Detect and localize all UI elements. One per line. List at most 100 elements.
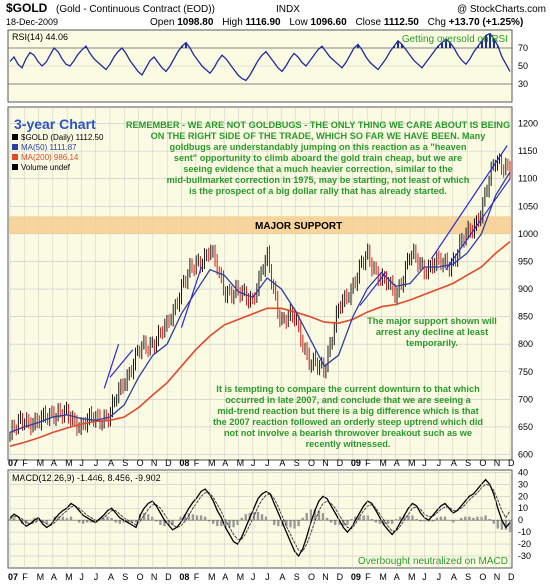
macd-panel: -30 -20 -10 0 10 20 30 40 MACD(12,26,9) -1.446, …	[7, 467, 531, 582]
macd-tick-label: 40	[518, 467, 528, 477]
x-tick-label: S	[294, 572, 300, 582]
macd-tick-label: 0	[518, 515, 523, 525]
x-tick-label: F	[365, 458, 371, 468]
macd-annotation: Overbought neutralized on MACD	[358, 556, 508, 567]
x-tick-label: A	[51, 572, 57, 582]
panel-frame	[7, 106, 513, 461]
price-tick-label: 800	[518, 339, 533, 349]
legend-entry: Volume undef	[21, 163, 71, 172]
x-tick-label: N	[151, 572, 158, 582]
x-tick-label: J	[422, 458, 427, 468]
x-tick-label: S	[465, 458, 471, 468]
legend-entry: MA(50) 1111.87	[21, 143, 77, 152]
x-tick-label: J	[94, 458, 99, 468]
trendline	[180, 266, 202, 328]
macd-tick-label: 10	[518, 503, 528, 513]
x-tick-label: 07	[8, 458, 18, 468]
x-tick-label: N	[322, 458, 329, 468]
x-tick-label: J	[79, 572, 84, 582]
x-tick-label: M	[379, 458, 387, 468]
rsi-panel: 30 50 70 RSI(14) 44.06 Getting oversold on R…	[7, 29, 528, 103]
x-tick-label: 08	[179, 572, 189, 582]
x-tick-label: J	[265, 458, 270, 468]
price-tick-label: 650	[518, 422, 533, 432]
x-tick-label: S	[122, 458, 128, 468]
x-tick-label: J	[422, 572, 427, 582]
macd-line	[9, 478, 511, 558]
date-label: 18-Dec-2009	[6, 17, 58, 27]
x-tick-label: J	[251, 572, 256, 582]
macd-tick-label: 20	[518, 491, 528, 501]
x-tick-label: F	[194, 458, 200, 468]
x-tick-label: M	[37, 572, 45, 582]
x-tick-label: M	[237, 458, 245, 468]
price-panel: 600 650 700 750 800 850 900 950 1000 1050 1100 1150…	[7, 106, 538, 468]
price-tick-label: 1000	[518, 229, 538, 239]
legend-swatch	[12, 134, 18, 140]
x-tick-label: F	[365, 572, 371, 582]
x-tick-label: D	[508, 572, 515, 582]
price-tick-label: 600	[518, 449, 533, 459]
x-tick-label: N	[494, 458, 501, 468]
comparison-annotation: It is tempting to compare the current do…	[213, 384, 483, 449]
macd-tick-label: -10	[518, 527, 531, 537]
ma50-line	[9, 171, 511, 434]
x-tick-label: M	[37, 458, 45, 468]
x-tick-label: F	[194, 572, 200, 582]
x-tick-label: O	[479, 572, 486, 582]
x-tick-label: D	[165, 572, 172, 582]
x-tick-label: O	[137, 458, 144, 468]
x-tick-label: J	[94, 572, 99, 582]
price-tick-label: 850	[518, 312, 533, 322]
x-tick-label: J	[437, 458, 442, 468]
x-tick-label: A	[222, 458, 228, 468]
x-tick-label: A	[222, 572, 228, 582]
x-tick-label: M	[208, 572, 216, 582]
legend-swatch	[12, 154, 18, 160]
legend-entry: MA(200) 986.14	[21, 153, 79, 162]
x-tick-label: A	[394, 458, 400, 468]
price-tick-label: 950	[518, 256, 533, 266]
support-annotation: The major support shown will arrest any d…	[367, 316, 497, 348]
x-tick-label: O	[137, 572, 144, 582]
price-tick-label: 700	[518, 394, 533, 404]
x-tick-label: M	[208, 458, 216, 468]
x-tick-label: M	[379, 572, 387, 582]
support-band-label: MAJOR SUPPORT	[255, 221, 342, 232]
x-tick-label: M	[408, 572, 416, 582]
x-tick-label: N	[322, 572, 329, 582]
x-tick-label: 07	[8, 572, 18, 582]
ma200-line	[9, 240, 511, 447]
x-tick-label: A	[108, 458, 114, 468]
rsi-tick-label: 70	[518, 43, 528, 53]
x-tick-label: A	[279, 572, 285, 582]
x-tick-label: A	[108, 572, 114, 582]
rsi-line	[9, 32, 511, 82]
x-tick-label: O	[308, 458, 315, 468]
x-tick-label: A	[451, 458, 457, 468]
x-tick-label: M	[65, 572, 73, 582]
trendline	[109, 349, 134, 378]
x-tick-label: M	[65, 458, 73, 468]
chart-title-label: 3-year Chart	[14, 116, 96, 132]
x-tick-label: S	[122, 572, 128, 582]
x-tick-label: 08	[179, 458, 189, 468]
rsi-tick-label: 50	[518, 61, 528, 71]
x-tick-label: M	[237, 572, 245, 582]
x-tick-label: N	[151, 458, 158, 468]
x-tick-label: A	[51, 458, 57, 468]
ohlc-line: Open 1098.80 High 1116.90 Low 1096.60 Cl…	[150, 17, 523, 28]
x-tick-label: M	[408, 458, 416, 468]
x-tick-label: D	[337, 458, 344, 468]
price-tick-label: 1150	[518, 146, 537, 156]
x-tick-label: D	[508, 458, 515, 468]
x-tick-label: F	[22, 458, 28, 468]
rsi-tick-label: 30	[518, 79, 528, 89]
x-tick-label: A	[451, 572, 457, 582]
x-tick-label: A	[279, 458, 285, 468]
trendline	[430, 145, 508, 260]
main-annotation: REMEMBER - WE ARE NOT GOLDBUGS - THE ONL…	[126, 120, 510, 196]
panel-frame	[7, 469, 513, 569]
x-tick-label: J	[265, 572, 270, 582]
x-tick-label: N	[494, 572, 501, 582]
